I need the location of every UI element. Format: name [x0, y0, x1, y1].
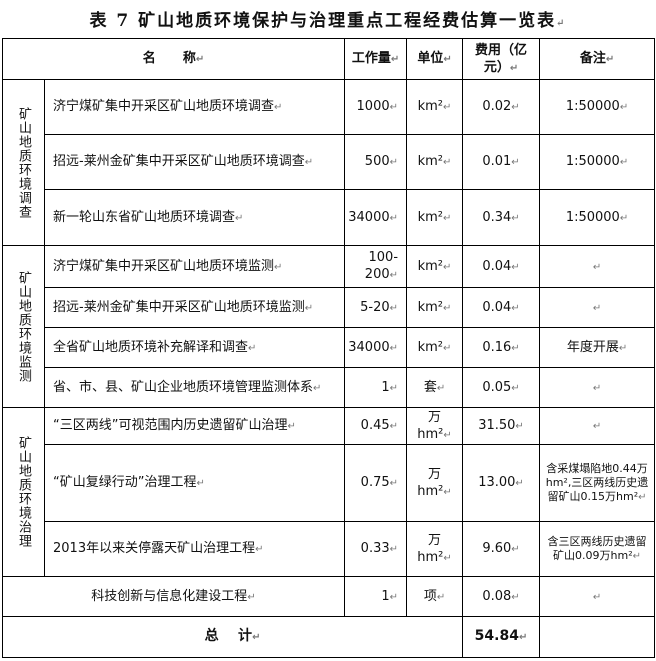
- category-cell: 矿山地质环境治理: [2, 407, 45, 577]
- item-note: [539, 407, 656, 445]
- item-unit: 万 hm²: [406, 407, 464, 445]
- item-cost: 13.00: [462, 444, 541, 522]
- item-name: 2013年以来关停露天矿山治理工程: [43, 521, 346, 577]
- item-cost: 0.04: [462, 245, 541, 288]
- item-name: “矿山复绿行动”治理工程: [43, 444, 346, 522]
- item-amount: 34000: [344, 189, 408, 246]
- item-note: 含三区两线历史遗留矿山0.09万hm²: [539, 521, 656, 577]
- item-cost: 0.16: [462, 327, 541, 368]
- table-row: 招远-莱州金矿集中开采区矿山地质环境调查500km²0.011:50000: [3, 134, 656, 190]
- item-note: 1:50000: [539, 79, 656, 135]
- item-amount: 34000: [344, 327, 408, 368]
- item-cost: 0.05: [462, 367, 541, 408]
- table-row: “矿山复绿行动”治理工程0.75万 hm²13.00含采煤塌陷地0.44万hm²…: [3, 444, 656, 522]
- table-row: 全省矿山地质环境补充解译和调查34000km²0.16年度开展: [3, 327, 656, 368]
- item-unit: km²: [406, 134, 464, 190]
- item-cost: 0.01: [462, 134, 541, 190]
- total-note: [539, 616, 656, 658]
- item-name: 科技创新与信息化建设工程: [1, 576, 346, 617]
- item-amount: 100-200: [344, 245, 408, 288]
- item-unit: 项: [406, 576, 464, 617]
- item-note: [539, 367, 656, 408]
- item-name: 招远-莱州金矿集中开采区矿山地质环境监测: [43, 287, 346, 328]
- item-name: 招远-莱州金矿集中开采区矿山地质环境调查: [43, 134, 346, 190]
- item-unit: km²: [406, 79, 464, 135]
- table-row: 新一轮山东省矿山地质环境调查34000km²0.341:50000: [3, 189, 656, 246]
- item-note: [539, 576, 656, 617]
- item-unit: 万 hm²: [406, 444, 464, 522]
- cost-table: 名 称 工作量 单位 费用（亿元） 备注 矿山地质环境调查济宁煤矿集中开采区矿山…: [1, 38, 656, 658]
- item-cost: 31.50: [462, 407, 541, 445]
- item-amount: 0.33: [344, 521, 408, 577]
- item-amount: 500: [344, 134, 408, 190]
- category-label: 矿山地质环境治理: [16, 436, 31, 548]
- header-unit: 单位: [406, 38, 464, 80]
- header-cost: 费用（亿元）: [462, 38, 541, 80]
- table-row: 招远-莱州金矿集中开采区矿山地质环境监测5-20km²0.04: [3, 287, 656, 328]
- category-cell: 矿山地质环境监测: [2, 245, 45, 408]
- item-amount: 1: [344, 367, 408, 408]
- item-unit: 万 hm²: [406, 521, 464, 577]
- item-cost: 0.04: [462, 287, 541, 328]
- category-label: 矿山地质环境监测: [16, 270, 31, 383]
- item-name: 济宁煤矿集中开采区矿山地质环境调查: [43, 79, 346, 135]
- item-name: 济宁煤矿集中开采区矿山地质环境监测: [43, 245, 346, 288]
- item-name: “三区两线”可视范围内历史遗留矿山治理: [43, 407, 346, 445]
- table-row: 矿山地质环境监测济宁煤矿集中开采区矿山地质环境监测100-200km²0.04: [2, 245, 656, 408]
- item-note: 1:50000: [539, 189, 656, 246]
- total-label: 总 计: [1, 616, 464, 658]
- category-cell: 矿山地质环境调查: [2, 79, 45, 246]
- item-amount: 5-20: [344, 287, 408, 328]
- item-unit: km²: [406, 287, 464, 328]
- item-cost: 0.34: [462, 189, 541, 246]
- item-unit: 套: [406, 367, 464, 408]
- table-title: 表 7 矿山地质环境保护与治理重点工程经费估算一览表: [0, 6, 656, 31]
- item-name: 新一轮山东省矿山地质环境调查: [43, 189, 346, 246]
- item-note: 1:50000: [539, 134, 656, 190]
- item-note: 含采煤塌陷地0.44万hm²,三区两线历史遗留矿山0.15万hm²: [539, 444, 656, 522]
- header-row: 名 称 工作量 单位 费用（亿元） 备注: [1, 38, 656, 80]
- item-note: [539, 245, 656, 288]
- item-name: 全省矿山地质环境补充解译和调查: [43, 327, 346, 368]
- header-note: 备注: [539, 38, 656, 80]
- item-note: 年度开展: [539, 327, 656, 368]
- category-label: 矿山地质环境调查: [16, 106, 31, 219]
- header-name: 名 称: [1, 38, 346, 80]
- header-amount: 工作量: [344, 38, 408, 80]
- item-unit: km²: [406, 327, 464, 368]
- item-name: 省、市、县、矿山企业地质环境管理监测体系: [43, 367, 346, 408]
- total-row: 总 计54.84: [1, 616, 656, 658]
- item-cost: 0.08: [462, 576, 541, 617]
- table-row: 矿山地质环境调查济宁煤矿集中开采区矿山地质环境调查1000km²0.021:50…: [2, 79, 656, 246]
- item-unit: km²: [406, 189, 464, 246]
- table-row: 2013年以来关停露天矿山治理工程0.33万 hm²9.60含三区两线历史遗留矿…: [3, 521, 656, 577]
- item-cost: 9.60: [462, 521, 541, 577]
- table-row: 省、市、县、矿山企业地质环境管理监测体系1套0.05: [3, 367, 656, 408]
- item-cost: 0.02: [462, 79, 541, 135]
- table-row: 矿山地质环境治理“三区两线”可视范围内历史遗留矿山治理0.45万 hm²31.5…: [2, 407, 656, 577]
- item-amount: 0.45: [344, 407, 408, 445]
- item-unit: km²: [406, 245, 464, 288]
- item-amount: 0.75: [344, 444, 408, 522]
- item-amount: 1000: [344, 79, 408, 135]
- item-note: [539, 287, 656, 328]
- tech-row: 科技创新与信息化建设工程1项0.08: [1, 576, 656, 617]
- item-amount: 1: [344, 576, 408, 617]
- total-cost: 54.84: [462, 616, 541, 658]
